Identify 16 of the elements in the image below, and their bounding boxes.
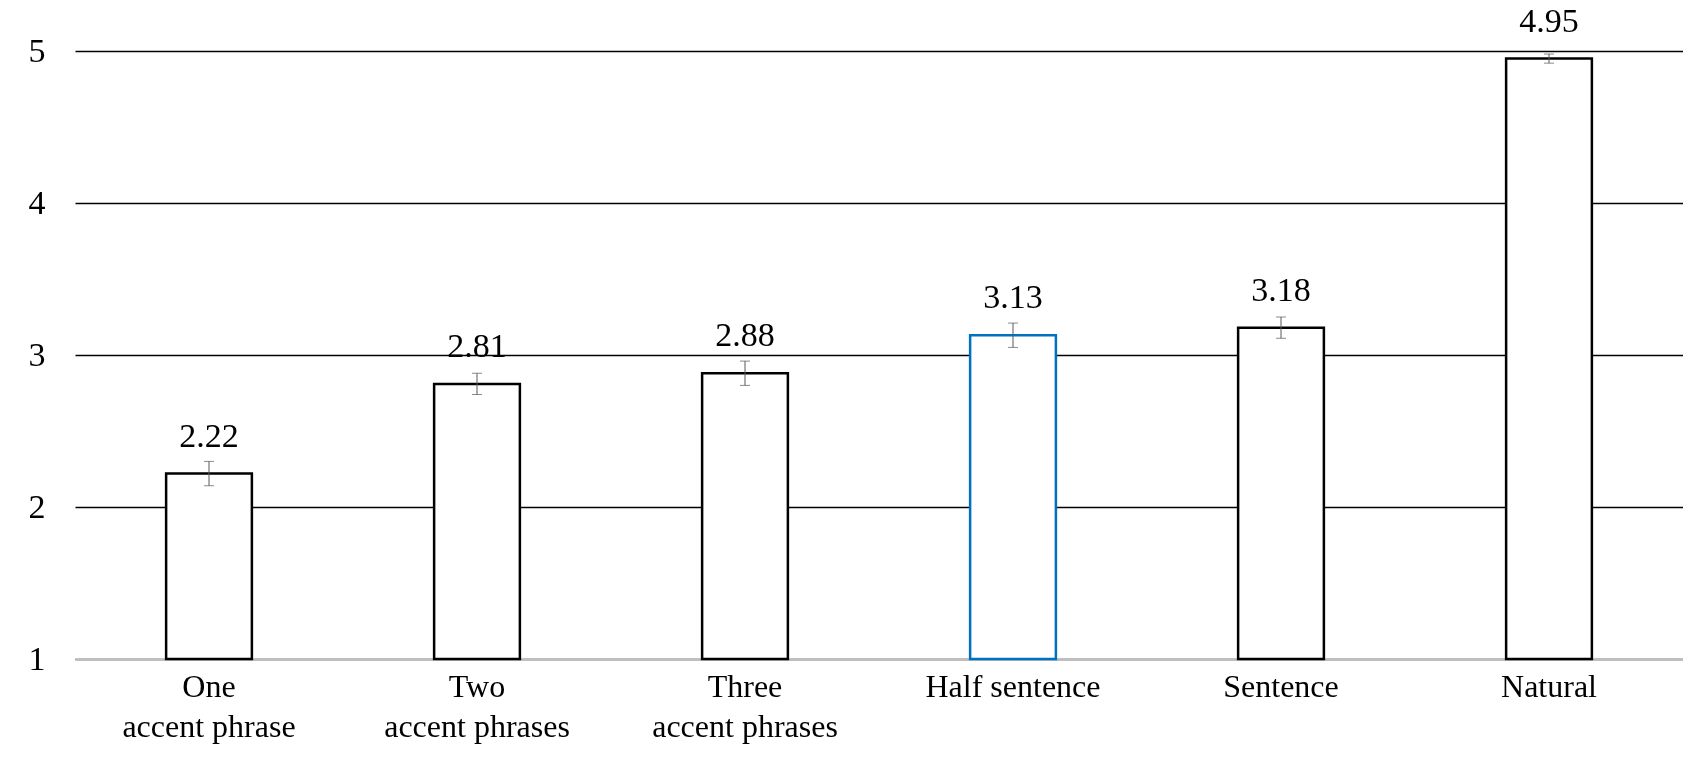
- y-tick-label: 5: [28, 31, 46, 69]
- y-tick-label: 2: [28, 487, 46, 525]
- x-tick-label: Three accent phrases: [652, 667, 838, 744]
- x-tick-label: Two accent phrases: [384, 667, 570, 744]
- data-label: 2.22: [179, 416, 239, 454]
- data-label: 3.18: [1251, 270, 1311, 308]
- x-tick-label: Natural: [1501, 667, 1598, 704]
- x-tick-label: Sentence: [1223, 667, 1339, 704]
- data-label: 3.13: [983, 278, 1043, 316]
- y-tick-label: 3: [28, 335, 46, 373]
- x-tick-label: Half sentence: [925, 667, 1101, 704]
- data-label: 2.88: [715, 316, 775, 354]
- data-label: 4.95: [1519, 1, 1579, 39]
- x-tick-label: One accent phrase: [122, 667, 296, 744]
- y-tick-label: 1: [28, 639, 46, 677]
- y-tick-label: 4: [28, 183, 46, 221]
